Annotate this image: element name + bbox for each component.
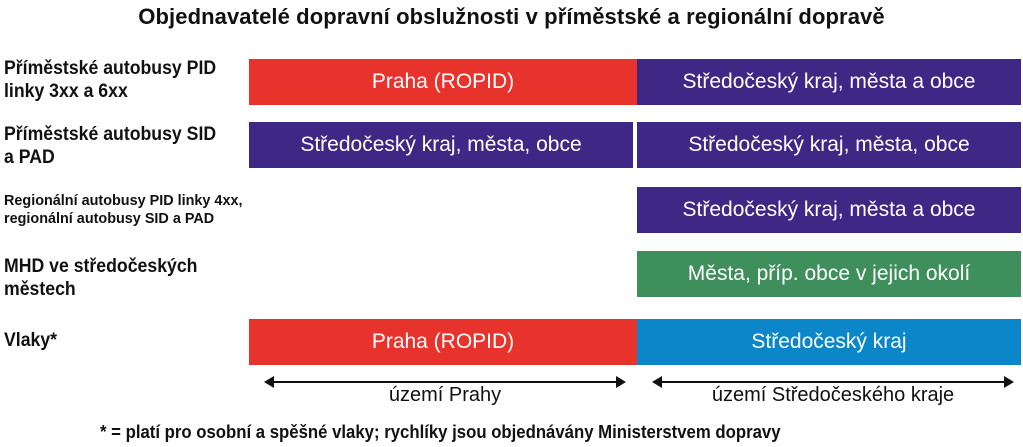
row-label-regional-buses: Regionální autobusy PID linky 4xx, regio… — [4, 192, 242, 228]
arrow-left-icon — [264, 376, 274, 388]
arrow-left-icon — [652, 376, 662, 388]
axis-label-prague: území Prahy — [388, 384, 502, 406]
axis-label-central-bohemia: území Středočeského kraje — [711, 384, 955, 406]
diagram-title: Objednavatelé dopravní obslužnosti v pří… — [138, 4, 885, 29]
row-label-line: Vlaky* — [4, 330, 58, 351]
arrow-right-icon — [1004, 376, 1014, 388]
axis-arrow-line — [660, 381, 1006, 383]
row-label-line: Příměstské autobusy SID — [4, 124, 217, 145]
bar-stredocesky-kraj-regional: Středočeský kraj, města a obce — [637, 187, 1021, 233]
bar-mesta-obce: Města, příp. obce v jejich okolí — [637, 251, 1021, 297]
row-label-mhd: MHD ve středočeských městech — [4, 256, 197, 302]
axis-arrow-prague — [264, 371, 626, 393]
footnote: * = platí pro osobní a spěšné vlaky; ryc… — [100, 422, 781, 442]
bar-stredocesky-kraj-left: Středočeský kraj, města, obce — [249, 122, 633, 168]
row-label-trains: Vlaky* — [4, 330, 57, 353]
row-label-suburban-pid-buses: Příměstské autobusy PID linky 3xx a 6xx — [4, 58, 216, 104]
row-label-line: regionální autobusy SID a PAD — [4, 210, 215, 227]
row-label-line: Příměstské autobusy PID — [4, 58, 217, 79]
row-label-line: linky 3xx a 6xx — [4, 80, 128, 102]
arrow-right-icon — [616, 376, 626, 388]
axis-arrow-line — [272, 381, 618, 383]
row-label-line: Regionální autobusy PID linky 4xx, — [4, 192, 243, 209]
bar-praha-ropid-trains: Praha (ROPID) — [249, 319, 637, 365]
row-label-line: a PAD — [4, 146, 55, 168]
row-label-line: městech — [4, 278, 76, 300]
bar-stredocesky-kraj-trains: Středočeský kraj — [637, 319, 1021, 365]
row-label-suburban-sid-pad-buses: Příměstské autobusy SID a PAD — [4, 124, 216, 170]
bar-stredocesky-kraj-mesta-obce: Středočeský kraj, města a obce — [637, 59, 1021, 105]
row-label-line: MHD ve středočeských — [4, 256, 198, 277]
bar-stredocesky-kraj-right: Středočeský kraj, města, obce — [637, 122, 1021, 168]
axis-arrow-central-bohemia — [652, 371, 1014, 393]
bar-praha-ropid: Praha (ROPID) — [249, 59, 637, 105]
